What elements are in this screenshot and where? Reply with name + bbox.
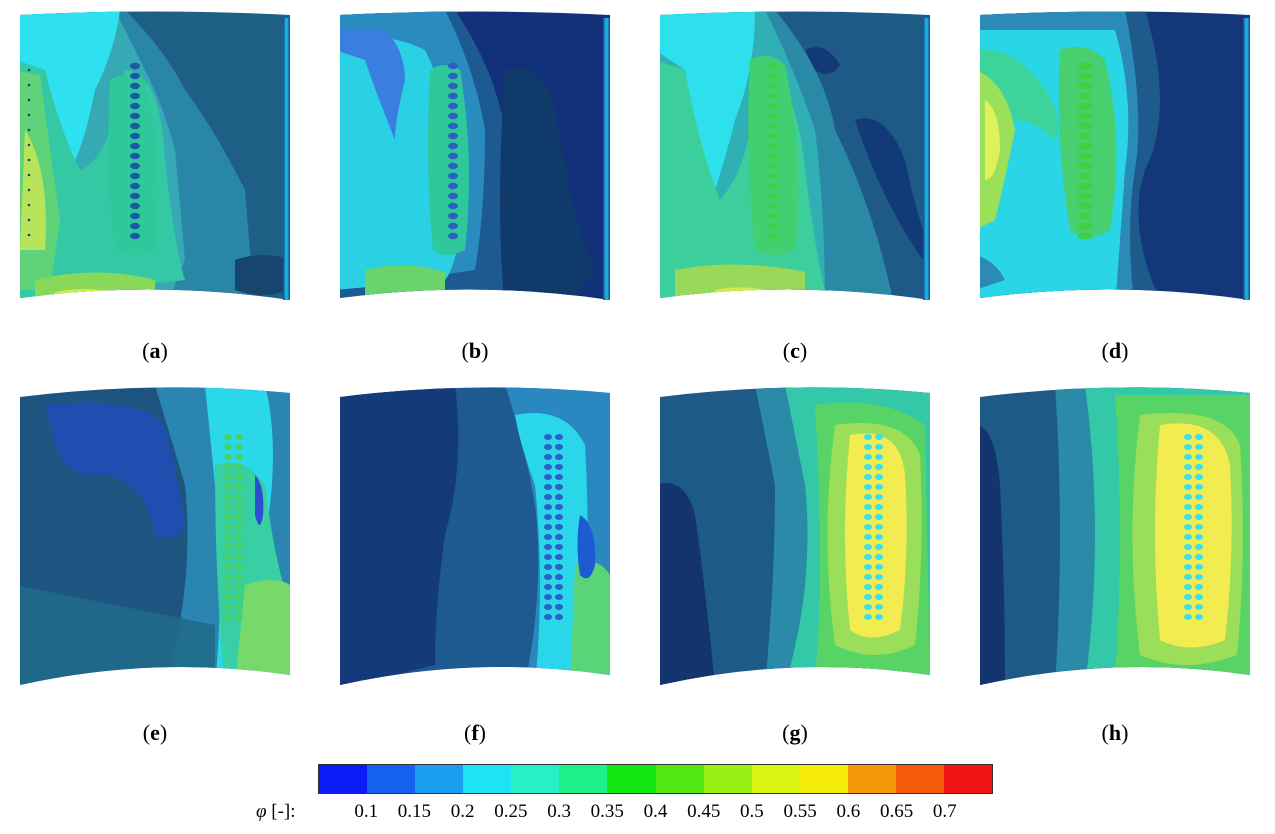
cooling-holes-f (544, 434, 563, 620)
colorbar-tick-label: 0.2 (450, 801, 475, 822)
contour-panel-e (15, 385, 295, 685)
colorbar-swatch (895, 765, 945, 793)
cooling-holes-c (768, 62, 778, 240)
colorbar-tick-label: 0.3 (547, 801, 571, 822)
colorbar-swatch (319, 765, 368, 793)
colorbar-tick-label: 0.6 (836, 801, 861, 822)
colorbar-tick-label: 0.4 (643, 801, 668, 822)
colorbar-unit: [-]: (266, 801, 296, 822)
colorbar-swatch (655, 765, 704, 793)
trailing-edge-c (923, 18, 930, 300)
caption-h: (h) (1101, 720, 1129, 745)
colorbar-swatch (463, 765, 512, 793)
contour-panel-c (655, 10, 935, 310)
cooling-holes-b (448, 62, 458, 240)
colorbar-swatch (751, 765, 800, 793)
cooling-holes-h (1184, 434, 1203, 620)
caption-e: (e) (142, 720, 168, 745)
colorbar-tick-label: 0.25 (494, 801, 528, 822)
blade-contour-a (20, 11, 290, 300)
cooling-holes-d (1078, 62, 1092, 240)
colorbar (318, 764, 993, 794)
blade-contour-d (980, 11, 1250, 300)
colorbar-tick-label: 0.45 (687, 801, 721, 822)
colorbar-tick-label: 0.7 (932, 801, 957, 822)
blade-contour-e (20, 387, 290, 685)
caption-c: (c) (782, 338, 808, 363)
colorbar-swatch (847, 765, 896, 793)
contour-panel-a (15, 10, 295, 310)
caption-g: (g) (782, 720, 808, 745)
colorbar-tick-label: 0.55 (783, 801, 817, 822)
colorbar-swatch (607, 765, 656, 793)
colorbar-swatch (944, 765, 993, 793)
colorbar-swatch (511, 765, 560, 793)
blade-contour-h (980, 387, 1250, 685)
caption-d: (d) (1101, 338, 1129, 363)
blade-contour-f (340, 387, 610, 685)
colorbar-swatch (415, 765, 464, 793)
colorbar-swatch (799, 765, 848, 793)
trailing-edge-d (1243, 18, 1250, 300)
contour-panel-f (335, 385, 615, 685)
blade-contour-g (660, 387, 930, 685)
blade-contour-b (340, 11, 610, 300)
blade-contour-c (660, 11, 930, 300)
colorbar-ticks: 0.1 0.15 0.2 0.25 0.3 0.35 0.4 0.45 0.5 0.55 0.6 0.… (0, 801, 1275, 827)
caption-f: (f) (464, 720, 486, 745)
contour-panel-g (655, 385, 935, 685)
cooling-holes-a (27, 62, 140, 240)
colorbar-tick-label: 0.1 (354, 801, 379, 822)
contour-panel-b (335, 10, 615, 310)
colorbar-swatch (367, 765, 416, 793)
colorbar-swatch (703, 765, 752, 793)
colorbar-tick-label: 0.15 (397, 801, 432, 822)
colorbar-tick-label: 0.35 (590, 801, 624, 822)
contour-panel-h (975, 385, 1255, 685)
caption-a: (a) (142, 338, 168, 363)
caption-b: (b) (461, 338, 489, 363)
cooling-holes-e (224, 434, 243, 620)
trailing-edge-b (603, 18, 610, 300)
phi-symbol: φ (256, 801, 267, 822)
cooling-holes-g (864, 434, 883, 620)
colorbar-tick-label: 0.5 (740, 801, 764, 822)
trailing-edge-a (283, 18, 290, 300)
colorbar-tick-label: 0.65 (879, 801, 914, 822)
colorbar-label: φ [-]: (256, 801, 296, 823)
colorbar-swatch (559, 765, 608, 793)
contour-panel-d (975, 10, 1255, 310)
